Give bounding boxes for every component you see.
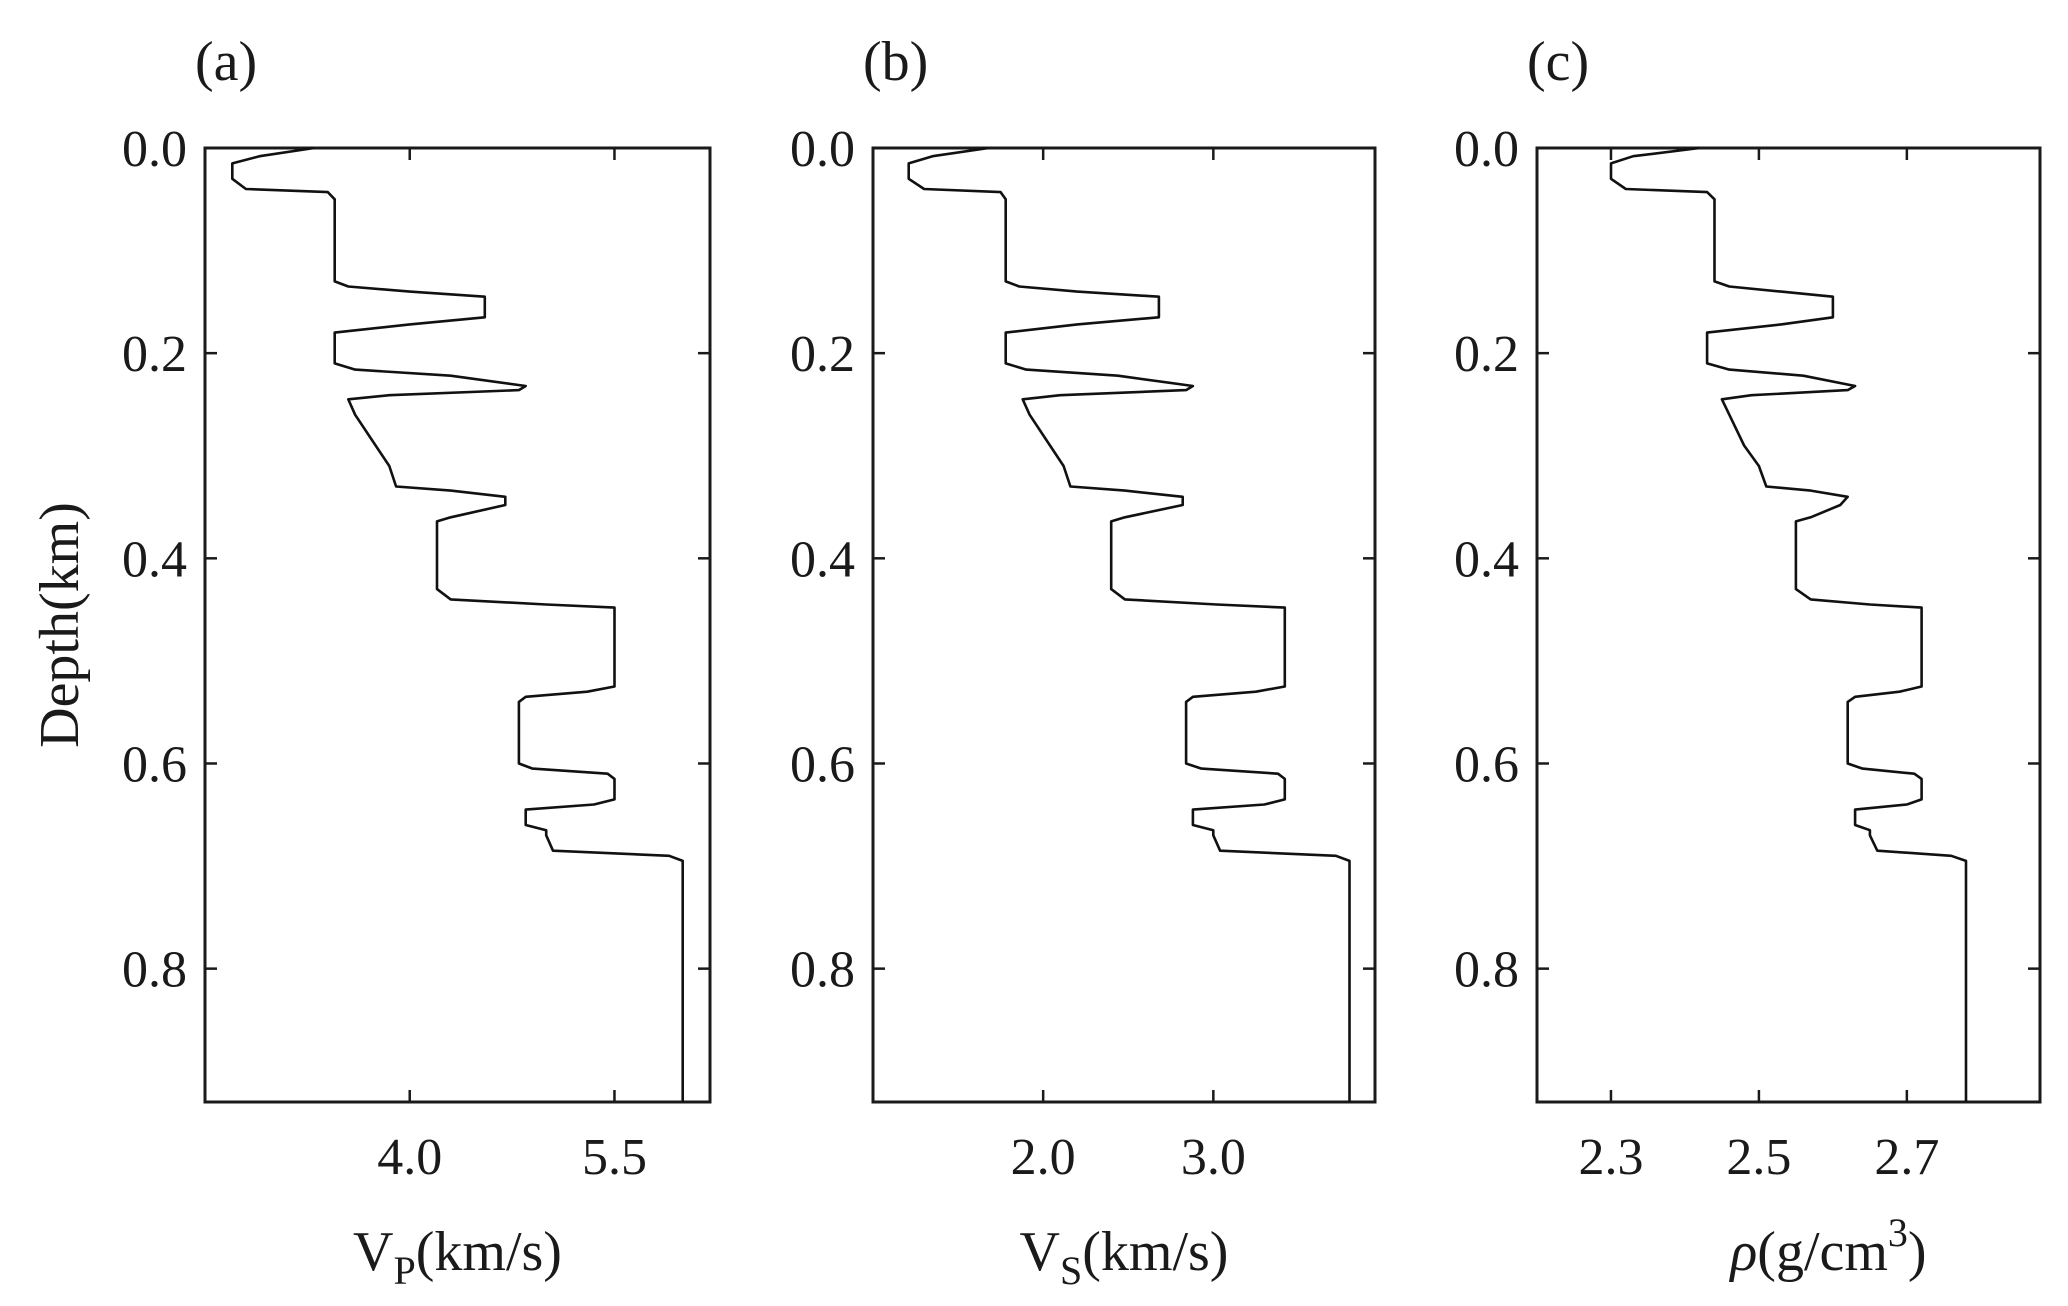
x-axis-label-rest: (km/s) <box>1082 1221 1228 1283</box>
x-axis-label-rest: (g/cm <box>1757 1221 1888 1283</box>
y-tick-label: 0.8 <box>790 942 855 999</box>
axes-frame <box>1535 146 2042 1104</box>
x-tick-label: 5.5 <box>582 1129 647 1186</box>
x-axis-label-main: V <box>353 1221 393 1283</box>
y-tick-label: 0.8 <box>122 942 187 999</box>
axes-frame <box>871 146 1377 1104</box>
profile-line <box>907 146 1351 1102</box>
y-tick-label: 0.2 <box>122 326 187 383</box>
x-axis-label: VS(km/s) <box>1020 1221 1229 1293</box>
x-axis-label: ρ(g/cm3) <box>1728 1210 1926 1283</box>
y-tick-label: 0.8 <box>1454 942 1519 999</box>
panel-a: 0.0 0.2 0.4 0.6 0.8 4.0 5.5 (a) VP(km/s) Depth(km… <box>29 31 712 1293</box>
x-tick-label: 4.0 <box>377 1129 442 1186</box>
x-tick-label: 2.0 <box>1011 1129 1076 1186</box>
y-tick-label: 0.4 <box>1454 531 1519 588</box>
x-axis-label-rest: (km/s) <box>416 1221 562 1283</box>
y-tick-label: 0.6 <box>122 736 187 793</box>
y-tick-label: 0.6 <box>1454 736 1519 793</box>
y-tick-label: 0.2 <box>790 326 855 383</box>
panel-label: (b) <box>863 31 928 93</box>
panel-label: (a) <box>195 31 257 93</box>
y-tick-label: 0.2 <box>1454 326 1519 383</box>
profile-line <box>1609 146 1968 1102</box>
x-tick-label: 3.0 <box>1181 1129 1246 1186</box>
panel-b: 0.0 0.2 0.4 0.6 0.8 2.0 3.0 (b) VS(km/s) <box>790 31 1377 1293</box>
x-axis-label-main: ρ <box>1728 1221 1757 1283</box>
panel-c: 0.0 0.2 0.4 0.6 0.8 2.3 2.5 2.7 (c) ρ(g/cm3) <box>1454 31 2042 1283</box>
y-tick-label: 0.4 <box>122 531 187 588</box>
x-axis-label-sub: P <box>393 1248 415 1293</box>
x-axis-label-sup: 3 <box>1888 1210 1908 1255</box>
axes-frame <box>203 146 712 1104</box>
x-axis-label-main: V <box>1020 1221 1060 1283</box>
y-tick-label: 0.0 <box>122 121 187 178</box>
y-tick-label: 0.0 <box>790 121 855 178</box>
x-tick-label: 2.3 <box>1578 1129 1643 1186</box>
y-axis-label: Depth(km) <box>29 502 91 748</box>
x-axis-label-sub: S <box>1060 1248 1082 1293</box>
x-axis-label: VP(km/s) <box>353 1221 562 1293</box>
y-tick-label: 0.6 <box>790 736 855 793</box>
x-tick-label: 2.5 <box>1726 1129 1791 1186</box>
y-tick-label: 0.0 <box>1454 121 1519 178</box>
x-axis-label-close: ) <box>1908 1221 1927 1283</box>
profile-line <box>231 146 685 1102</box>
y-tick-label: 0.4 <box>790 531 855 588</box>
panel-label: (c) <box>1527 31 1589 93</box>
x-tick-label: 2.7 <box>1874 1129 1939 1186</box>
